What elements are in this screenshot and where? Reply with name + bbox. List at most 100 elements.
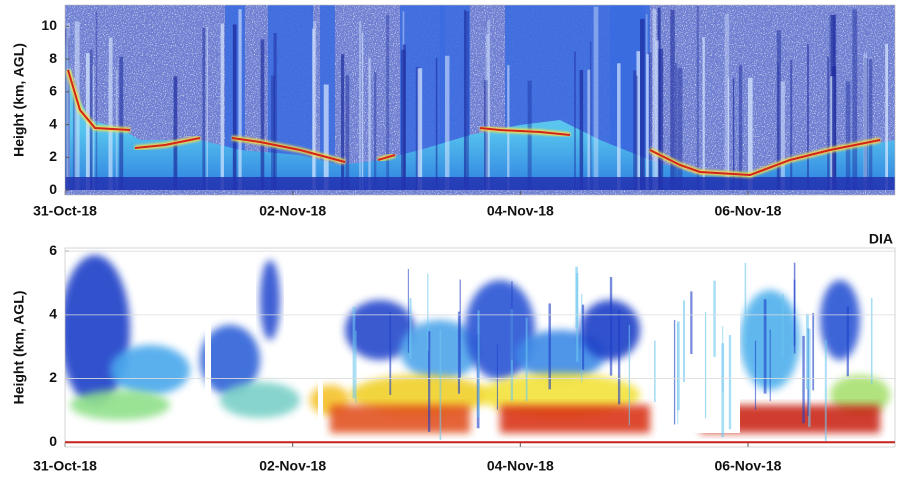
x-tick-label: 04-Nov-18 xyxy=(487,458,554,474)
streak xyxy=(403,45,406,190)
streak xyxy=(764,299,767,393)
x-tick-label: 06-Nov-18 xyxy=(715,458,782,474)
x-tick-label: 04-Nov-18 xyxy=(487,203,554,219)
x-tick-label: 31-Oct-18 xyxy=(33,458,97,474)
streak xyxy=(427,274,428,351)
streak xyxy=(885,44,888,190)
y-tick-label: 8 xyxy=(49,50,57,66)
streak xyxy=(109,38,113,190)
streak xyxy=(770,330,771,402)
streak xyxy=(654,341,656,402)
streak xyxy=(582,305,584,370)
streak xyxy=(739,65,742,190)
ground-layer xyxy=(65,177,895,190)
streak xyxy=(464,9,466,190)
x-tick-label: 06-Nov-18 xyxy=(715,203,782,219)
streak xyxy=(68,38,69,190)
y-tick-label: 10 xyxy=(41,17,57,33)
streak xyxy=(409,298,411,359)
streak xyxy=(675,63,677,190)
streak xyxy=(871,298,873,384)
streak xyxy=(445,56,449,190)
streak xyxy=(174,76,178,190)
streak xyxy=(324,85,329,190)
streak xyxy=(852,10,857,190)
streak xyxy=(782,294,783,357)
y-axis-label: Height (km, AGL) xyxy=(11,291,27,405)
heatmap-image xyxy=(65,5,895,195)
streak xyxy=(646,54,649,190)
y-tick-label: 4 xyxy=(49,306,57,322)
x-tick-label: 02-Nov-18 xyxy=(259,203,326,219)
streak xyxy=(261,39,265,190)
streak xyxy=(697,6,699,190)
streak xyxy=(389,312,391,395)
y-tick-label: 0 xyxy=(49,433,57,449)
streak xyxy=(640,19,645,190)
streak xyxy=(418,68,422,190)
streak xyxy=(386,15,389,190)
streak xyxy=(368,58,370,190)
streak xyxy=(346,75,350,190)
streak xyxy=(806,314,809,389)
streak xyxy=(705,312,706,419)
streak xyxy=(355,331,356,403)
near-ground xyxy=(330,405,470,433)
streak xyxy=(313,21,316,190)
streak xyxy=(362,32,363,190)
streak xyxy=(846,82,850,190)
heatmap-image xyxy=(60,248,895,447)
streak xyxy=(829,16,830,190)
streak xyxy=(271,76,275,190)
streak xyxy=(238,9,241,190)
streak xyxy=(617,63,621,190)
streak xyxy=(847,306,849,376)
streak xyxy=(729,335,731,429)
streak xyxy=(460,279,461,377)
streak xyxy=(825,340,827,442)
streak xyxy=(658,49,663,190)
streak xyxy=(618,310,620,404)
streak xyxy=(703,37,705,190)
streak xyxy=(233,24,237,190)
y-tick-label: 0 xyxy=(49,181,57,197)
streak xyxy=(548,303,551,389)
streak xyxy=(119,57,123,190)
near-ground xyxy=(500,405,650,433)
streak xyxy=(683,300,685,382)
gap xyxy=(318,248,323,433)
streak xyxy=(207,27,208,190)
streak xyxy=(436,58,438,190)
cloud-region xyxy=(400,5,445,165)
cloud-blob xyxy=(260,260,280,340)
streak xyxy=(807,44,808,190)
annotation: DIA xyxy=(869,231,893,247)
streak xyxy=(341,54,344,190)
y-tick-label: 6 xyxy=(49,83,57,99)
streak xyxy=(755,341,756,410)
y-tick-label: 2 xyxy=(49,148,57,164)
y-axis-label: Height (km, AGL) xyxy=(11,43,27,157)
streak xyxy=(580,70,584,190)
streak xyxy=(629,325,630,426)
streak xyxy=(802,336,804,423)
streak xyxy=(745,263,747,343)
streak xyxy=(678,68,683,190)
y-tick-label: 2 xyxy=(49,369,57,385)
x-tick-label: 02-Nov-18 xyxy=(259,458,326,474)
streak xyxy=(477,310,479,417)
streak xyxy=(636,76,638,190)
streak xyxy=(511,281,512,359)
streak xyxy=(221,24,224,190)
streak xyxy=(526,318,528,401)
x-tick-label: 31-Oct-18 xyxy=(33,203,97,219)
streak xyxy=(497,345,498,410)
streak xyxy=(722,326,723,392)
streak xyxy=(790,60,792,190)
cloud-blob xyxy=(110,345,190,395)
y-tick-label: 4 xyxy=(49,115,57,131)
streak xyxy=(440,330,442,440)
streak xyxy=(827,57,829,190)
streak xyxy=(690,291,692,354)
streak xyxy=(507,65,509,190)
